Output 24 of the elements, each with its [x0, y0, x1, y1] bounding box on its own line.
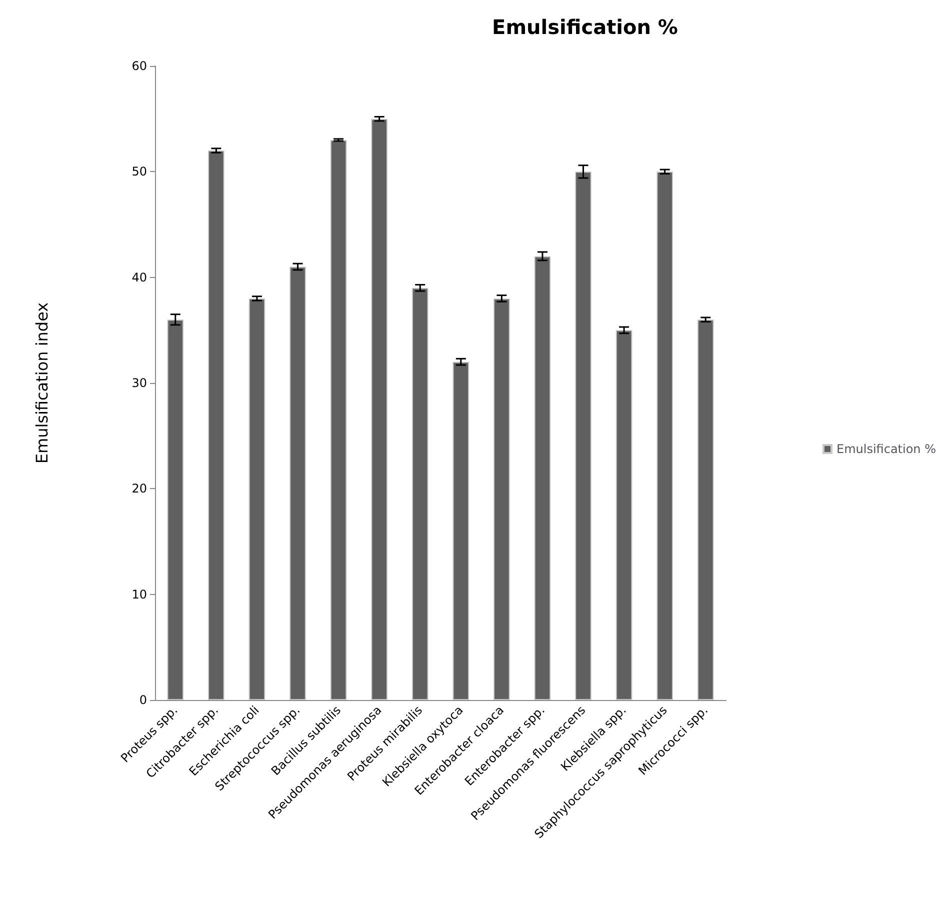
bar: [330, 140, 347, 700]
y-tick-label: 10: [132, 587, 147, 602]
y-tick-label: 20: [132, 482, 147, 496]
bar: [412, 288, 428, 700]
bar: [534, 256, 551, 700]
chart-title: Emulsification %: [492, 15, 678, 39]
bar: [575, 172, 592, 700]
y-tick-label: 50: [132, 164, 147, 179]
y-tick-label: 0: [139, 693, 147, 707]
y-axis-title: Emulsification index: [32, 302, 52, 464]
y-tick-label: 30: [132, 376, 147, 390]
bar: [494, 298, 510, 700]
bar: [616, 330, 632, 700]
bar: [208, 150, 224, 700]
y-tick-label: 40: [132, 270, 147, 284]
y-tick-label: 60: [132, 59, 147, 73]
legend-label: Emulsification %: [836, 442, 936, 456]
bar: [167, 320, 184, 700]
bar: [371, 118, 388, 700]
bar: [290, 266, 306, 700]
bar: [697, 320, 714, 700]
bar: [452, 362, 470, 700]
bar: [656, 172, 673, 700]
bar: [248, 298, 266, 700]
